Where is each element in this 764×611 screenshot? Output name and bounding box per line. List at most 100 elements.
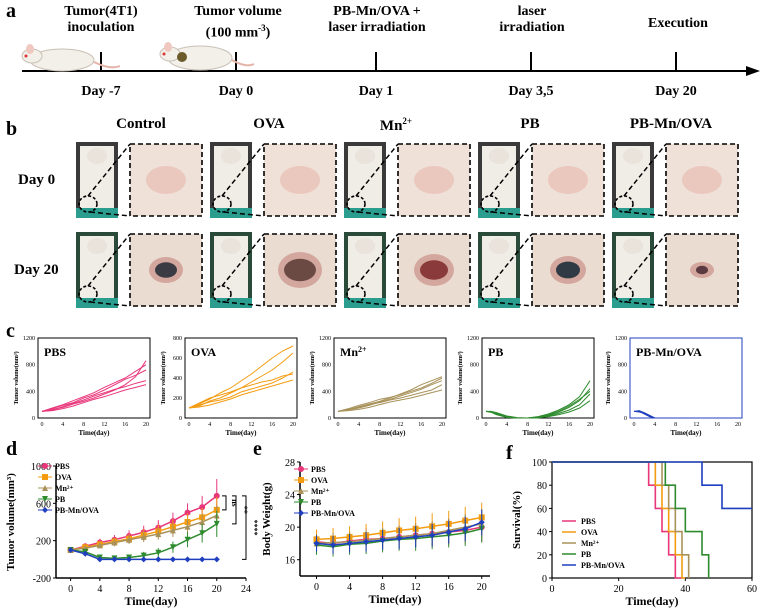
- legend-label: Mn²⁺: [55, 484, 74, 493]
- legend-label: OVA: [311, 476, 328, 485]
- zoom-connector: [491, 301, 533, 307]
- legend-label: PBS: [581, 517, 596, 526]
- data-point: [445, 529, 452, 536]
- day-label: Day 20: [655, 84, 697, 99]
- data-point: [330, 542, 337, 549]
- legend-label: PB-Mn/OVA: [311, 509, 355, 518]
- mouse-head: [355, 238, 375, 254]
- green-cloth: [76, 208, 118, 218]
- green-cloth: [612, 208, 654, 218]
- plot-frame: [333, 337, 447, 419]
- tumor-region: [414, 166, 454, 194]
- x-tick-label: 8: [674, 422, 677, 428]
- x-tick-label: 0: [485, 422, 488, 428]
- tumor-site-circle: [78, 285, 98, 303]
- legend-label: PBS: [55, 462, 70, 471]
- timeline-axis: [21, 42, 760, 76]
- mouse-head: [489, 238, 509, 254]
- mouse-illustration: [21, 44, 121, 72]
- x-tick-label: 0: [314, 582, 319, 593]
- x-tick-label: 4: [97, 584, 102, 595]
- x-tick-label: 0: [68, 584, 73, 595]
- significance-label: **: [240, 506, 249, 514]
- legend-marker: [42, 463, 48, 469]
- y-tick-label: 800: [618, 363, 627, 369]
- zoom-connector: [87, 233, 131, 287]
- mouse-head: [355, 148, 375, 164]
- y-tick-label: 200: [36, 537, 51, 548]
- growth-curve: [486, 390, 591, 419]
- y-tick-label: 16: [285, 556, 295, 567]
- y-tick-label: 400: [322, 389, 331, 395]
- x-tick-label: 12: [153, 584, 163, 595]
- green-cloth: [344, 208, 386, 218]
- y-axis-label: Tumor volume(mm³): [13, 351, 20, 404]
- legend-marker: [298, 477, 304, 483]
- x-tick-label: 16: [418, 422, 424, 428]
- tumor-site-circle: [212, 285, 232, 303]
- x-tick-label: 40: [680, 584, 690, 595]
- tumor-site-circle: [346, 195, 366, 213]
- significance-label: ns: [230, 499, 239, 507]
- y-tick-label: 0: [32, 416, 35, 422]
- data-point: [140, 533, 147, 540]
- x-tick-label: 8: [82, 422, 85, 428]
- plot-frame: [629, 337, 743, 419]
- event-inoculation: Tumor(4T1) inoculation: [64, 4, 138, 35]
- green-cloth: [210, 208, 252, 218]
- y-tick-label: 400: [173, 376, 182, 382]
- y-tick-label: 0: [476, 416, 479, 422]
- data-point: [412, 533, 419, 540]
- x-tick-label: 20: [212, 584, 222, 595]
- data-point: [462, 525, 469, 532]
- zoom-connector: [623, 143, 667, 197]
- x-tick-label: 4: [208, 422, 211, 428]
- significance-label: ****: [250, 520, 259, 536]
- x-tick-label: 4: [653, 422, 656, 428]
- green-cloth: [478, 298, 520, 308]
- plot-title: OVA: [191, 345, 216, 359]
- event-laser: laser irradiation: [499, 4, 565, 35]
- x-axis-label: Time(day): [124, 594, 177, 608]
- x-tick-label: 4: [347, 582, 352, 593]
- growth-curve: [188, 379, 294, 409]
- x-tick-label: 12: [411, 582, 421, 593]
- x-tick-label: 4: [505, 422, 508, 428]
- y-axis-label: Tumor volume(mm³): [309, 351, 316, 404]
- data-point: [96, 542, 103, 549]
- tumor-volume-chart: -200 200 600 1000 0 4 8 12 16 20 24 Time(day) Tumor …: [5, 462, 259, 608]
- mouse-head: [489, 148, 509, 164]
- mouse-head: [221, 148, 241, 164]
- y-tick-label: 60: [537, 504, 547, 515]
- data-point: [199, 556, 206, 563]
- zoom-connector: [625, 301, 667, 307]
- data-point: [184, 523, 191, 530]
- mouse-head: [87, 148, 107, 164]
- panel-label-d: d: [6, 438, 18, 460]
- x-tick-label: 60: [747, 584, 757, 595]
- group-header: Mn2+: [379, 116, 413, 134]
- x-tick-label: 8: [380, 582, 385, 593]
- survival-curve: [552, 461, 752, 510]
- x-tick-label: 20: [290, 422, 296, 428]
- zoom-connector: [223, 301, 265, 307]
- legend-marker: [298, 466, 304, 472]
- zoom-connector: [489, 143, 533, 197]
- tumor-site-circle: [614, 195, 634, 213]
- y-tick-label: 1000: [31, 462, 51, 473]
- y-tick-label: 80: [537, 481, 547, 492]
- zoom-connector: [489, 233, 533, 287]
- x-tick-label: 20: [477, 582, 487, 593]
- legend-marker: [42, 474, 48, 480]
- mouse-head: [623, 238, 643, 254]
- group-header: PB-Mn/OVA: [629, 116, 713, 132]
- data-point: [140, 552, 147, 559]
- data-point: [213, 556, 220, 563]
- data-point: [184, 536, 191, 543]
- photo-grid: [76, 142, 739, 308]
- survival-curve: [552, 461, 686, 579]
- data-point: [169, 527, 176, 534]
- zoomed-tumor-photo: [665, 233, 739, 307]
- data-point: [111, 539, 118, 546]
- x-tick-label: 0: [550, 584, 555, 595]
